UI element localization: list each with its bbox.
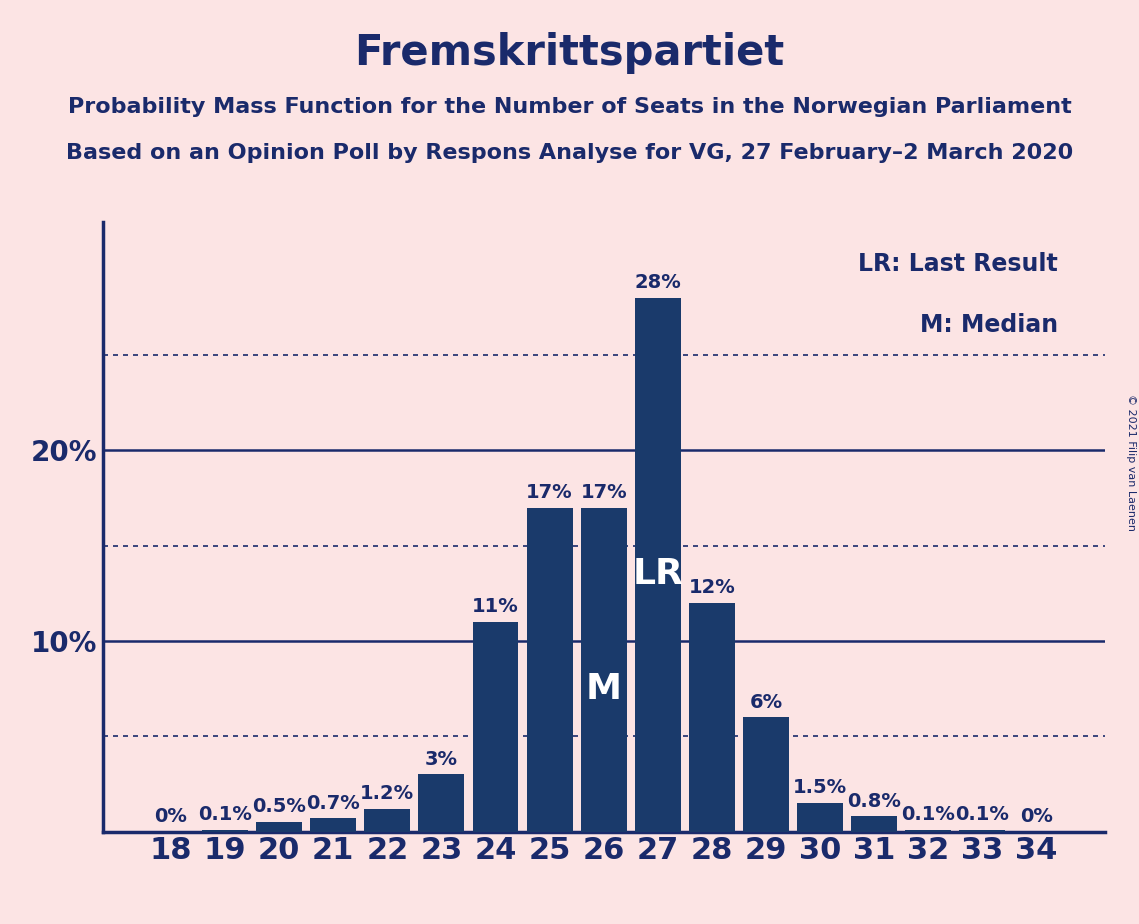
Bar	[473, 622, 518, 832]
Text: LR: LR	[632, 557, 683, 591]
Bar	[797, 803, 843, 832]
Text: 0.8%: 0.8%	[847, 792, 901, 810]
Bar	[364, 808, 410, 832]
Bar	[310, 819, 357, 832]
Text: 17%: 17%	[526, 483, 573, 502]
Text: 0.1%: 0.1%	[956, 805, 1009, 824]
Text: M: Median: M: Median	[920, 313, 1058, 337]
Text: 12%: 12%	[688, 578, 735, 597]
Text: 17%: 17%	[581, 483, 626, 502]
Text: 1.2%: 1.2%	[360, 784, 415, 803]
Text: 28%: 28%	[634, 274, 681, 292]
Text: © 2021 Filip van Laenen: © 2021 Filip van Laenen	[1126, 394, 1136, 530]
Bar	[256, 822, 302, 832]
Bar	[581, 507, 626, 832]
Bar	[851, 817, 898, 832]
Text: 0.7%: 0.7%	[306, 794, 360, 812]
Bar	[634, 298, 681, 832]
Text: M: M	[585, 672, 622, 706]
Text: 6%: 6%	[749, 692, 782, 711]
Bar	[959, 830, 1006, 832]
Text: Based on an Opinion Poll by Respons Analyse for VG, 27 February–2 March 2020: Based on an Opinion Poll by Respons Anal…	[66, 143, 1073, 164]
Text: Probability Mass Function for the Number of Seats in the Norwegian Parliament: Probability Mass Function for the Number…	[67, 97, 1072, 117]
Text: 0%: 0%	[1019, 807, 1052, 826]
Bar	[689, 603, 735, 832]
Text: LR: Last Result: LR: Last Result	[858, 252, 1058, 276]
Bar	[418, 774, 465, 832]
Text: 3%: 3%	[425, 749, 458, 769]
Text: 0%: 0%	[155, 807, 188, 826]
Text: 11%: 11%	[473, 597, 519, 616]
Bar	[906, 830, 951, 832]
Bar	[526, 507, 573, 832]
Text: Fremskrittspartiet: Fremskrittspartiet	[354, 32, 785, 74]
Text: 0.1%: 0.1%	[198, 805, 252, 824]
Bar	[202, 830, 248, 832]
Text: 0.5%: 0.5%	[252, 797, 306, 817]
Text: 0.1%: 0.1%	[901, 805, 956, 824]
Text: 1.5%: 1.5%	[793, 778, 847, 797]
Bar	[743, 717, 789, 832]
